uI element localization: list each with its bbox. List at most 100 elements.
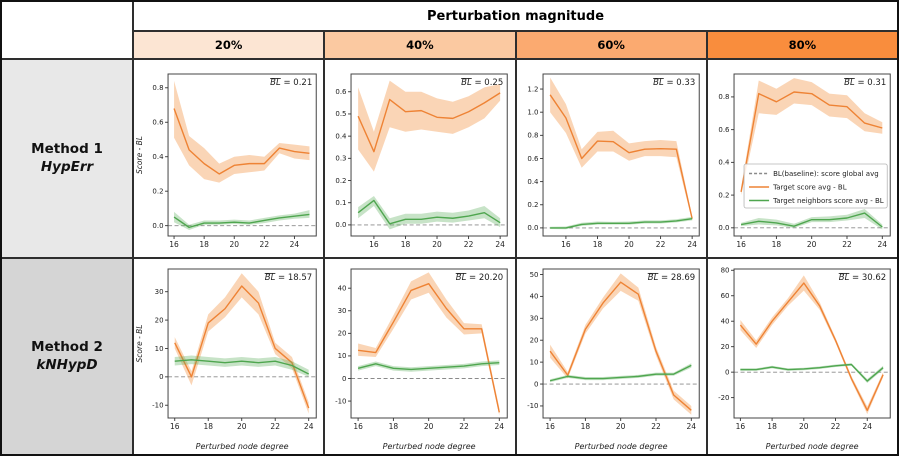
x-tick-label: 22	[831, 422, 841, 431]
y-tick-label: 0.2	[152, 187, 163, 195]
target-line	[357, 92, 501, 153]
legend: BL(baseline): score global avg Target sco…	[743, 163, 888, 209]
bl-annotation: BL = 0.25	[461, 78, 503, 88]
chart-cell-method1-60pct: 0.0 0.2 0.4 0.6 0.8 1.0 1.2 16 18 20 22 24 BL = 0.33	[516, 60, 706, 257]
x-tick-label: 16	[545, 422, 555, 431]
chart-cell-method2-80pct: -20 0 20 40 60 80 16 18 20 22 24 BL = 30.62 Perturbe…	[707, 259, 897, 454]
neighbors-line	[740, 363, 884, 382]
x-tick-label: 24	[496, 240, 506, 249]
x-tick-label: 16	[735, 422, 745, 431]
column-header-60pct-label: 60%	[597, 38, 625, 52]
x-tick-label: 20	[807, 240, 817, 249]
x-axis-label: Perturbed node degree	[574, 442, 667, 451]
plot-frame	[350, 73, 508, 237]
x-tick-label: 18	[401, 240, 411, 249]
y-tick-label: -10	[527, 402, 538, 410]
y-tick-label: 0.0	[527, 224, 538, 232]
target-line	[739, 282, 884, 412]
neighbors-band	[549, 363, 691, 383]
target-band	[549, 273, 691, 415]
x-tick-label: 22	[655, 240, 665, 249]
column-header-20pct-label: 20%	[214, 38, 243, 52]
y-tick-label: 0.2	[527, 201, 538, 209]
plot-frame	[542, 73, 700, 237]
chart-method2-20pct: -10 0 10 20 30 16 18 20 22 24 BL = 18.57 Score - BL…	[135, 268, 317, 451]
y-tick-label: 50	[529, 271, 538, 279]
y-tick-label: 1.0	[527, 108, 538, 116]
chart-cell-method1-40pct: 0.0 0.1 0.2 0.3 0.4 0.5 0.6 16 18 20 22 24 BL = 0.25	[325, 60, 515, 257]
y-tick-label: 0.4	[527, 178, 539, 186]
y-tick-label: 40	[720, 318, 729, 326]
y-tick-label: 0	[534, 380, 538, 388]
x-tick-label: 22	[842, 240, 852, 249]
target-line	[173, 108, 310, 175]
y-tick-label: 0.8	[718, 93, 729, 101]
y-tick-label: 20	[720, 343, 729, 351]
plot-frame	[733, 268, 891, 419]
plot-frame	[167, 73, 317, 237]
x-tick-label: 16	[354, 422, 364, 431]
neighbors-line	[549, 217, 692, 229]
target-band	[358, 272, 500, 416]
x-tick-label: 24	[304, 422, 314, 431]
y-tick-label: 0.8	[527, 132, 538, 140]
x-axis-label: Perturbed node degree	[383, 442, 476, 451]
target-line	[174, 285, 310, 409]
corner-cell	[2, 2, 132, 58]
target-band	[174, 273, 309, 414]
x-tick-label: 20	[615, 422, 625, 431]
y-tick-label: 0	[159, 373, 163, 381]
y-tick-label: 0.0	[336, 221, 347, 229]
chart-method2-80pct: -20 0 20 40 60 80 16 18 20 22 24 BL = 30.62 Perturbe…	[718, 267, 891, 451]
method2-algorithm: kNHypD	[36, 356, 98, 373]
neighbors-line	[173, 213, 310, 229]
x-tick-label: 22	[459, 422, 469, 431]
y-tick-label: -20	[718, 394, 729, 402]
y-tick-label: 0.5	[336, 110, 347, 118]
x-tick-label: 20	[799, 422, 809, 431]
y-tick-label: 0.2	[718, 191, 729, 199]
chart-method1-20pct: 0.0 0.2 0.4 0.6 0.8 16 18 20 22 24 BL = 0.21 Score …	[135, 73, 317, 249]
row-label-method2: Method 2 kNHypD	[2, 259, 132, 454]
method2-name: Method 2	[31, 338, 103, 355]
column-header-80pct: 80%	[707, 32, 897, 58]
y-tick-label: 0.0	[718, 224, 729, 232]
bl-annotation: BL = 28.69	[647, 273, 694, 283]
target-band	[174, 80, 310, 183]
y-tick-label: 0.3	[336, 155, 347, 163]
y-tick-label: 80	[720, 267, 729, 275]
y-tick-label: 0.6	[336, 88, 348, 96]
y-tick-label: 0	[342, 375, 346, 383]
target-line	[549, 94, 693, 219]
chart-cell-method2-20pct: -10 0 10 20 30 16 18 20 22 24 BL = 18.57 Score - BL…	[134, 259, 324, 454]
x-tick-label: 16	[170, 422, 180, 431]
y-tick-label: 20	[529, 337, 538, 345]
y-tick-label: 20	[155, 316, 164, 324]
column-header-40pct: 40%	[325, 32, 515, 58]
chart-cell-method2-40pct: -10 0 10 20 30 40 16 18 20 22 24 BL = 20.20 Perturbe…	[325, 259, 515, 454]
neighbors-line	[358, 361, 500, 371]
target-band	[740, 275, 883, 415]
bl-annotation: BL = 0.21	[270, 78, 312, 88]
chart-cell-method2-60pct: -10 0 10 20 30 40 50 16 18 20 22 24 BL = 28.69 Pertur…	[516, 259, 706, 454]
x-tick-label: 18	[580, 422, 590, 431]
y-tick-label: 1.2	[527, 85, 538, 93]
bl-annotation: BL = 18.57	[265, 273, 312, 283]
y-tick-label: 0.6	[718, 126, 730, 134]
y-tick-label: 0.4	[718, 159, 730, 167]
x-tick-label: 18	[203, 422, 213, 431]
y-tick-label: 0.6	[527, 155, 539, 163]
x-tick-label: 20	[229, 240, 239, 249]
bl-annotation: BL = 0.33	[653, 78, 695, 88]
legend-entry-label: Target neighbors score avg - BL	[772, 197, 884, 205]
neighbors-line	[357, 199, 501, 225]
legend-entry-label: Target score avg - BL	[772, 183, 847, 191]
x-tick-label: 22	[651, 422, 661, 431]
target-line	[549, 281, 692, 411]
chart-method2-40pct: -10 0 10 20 30 40 16 18 20 22 24 BL = 20.20 Perturbe…	[335, 268, 508, 451]
y-tick-label: 0.1	[336, 199, 347, 207]
y-tick-label: 0.4	[336, 132, 348, 140]
chart-cell-method1-20pct: 0.0 0.2 0.4 0.6 0.8 16 18 20 22 24 BL = 0.21 Score …	[134, 60, 324, 257]
neighbors-line	[174, 359, 310, 375]
